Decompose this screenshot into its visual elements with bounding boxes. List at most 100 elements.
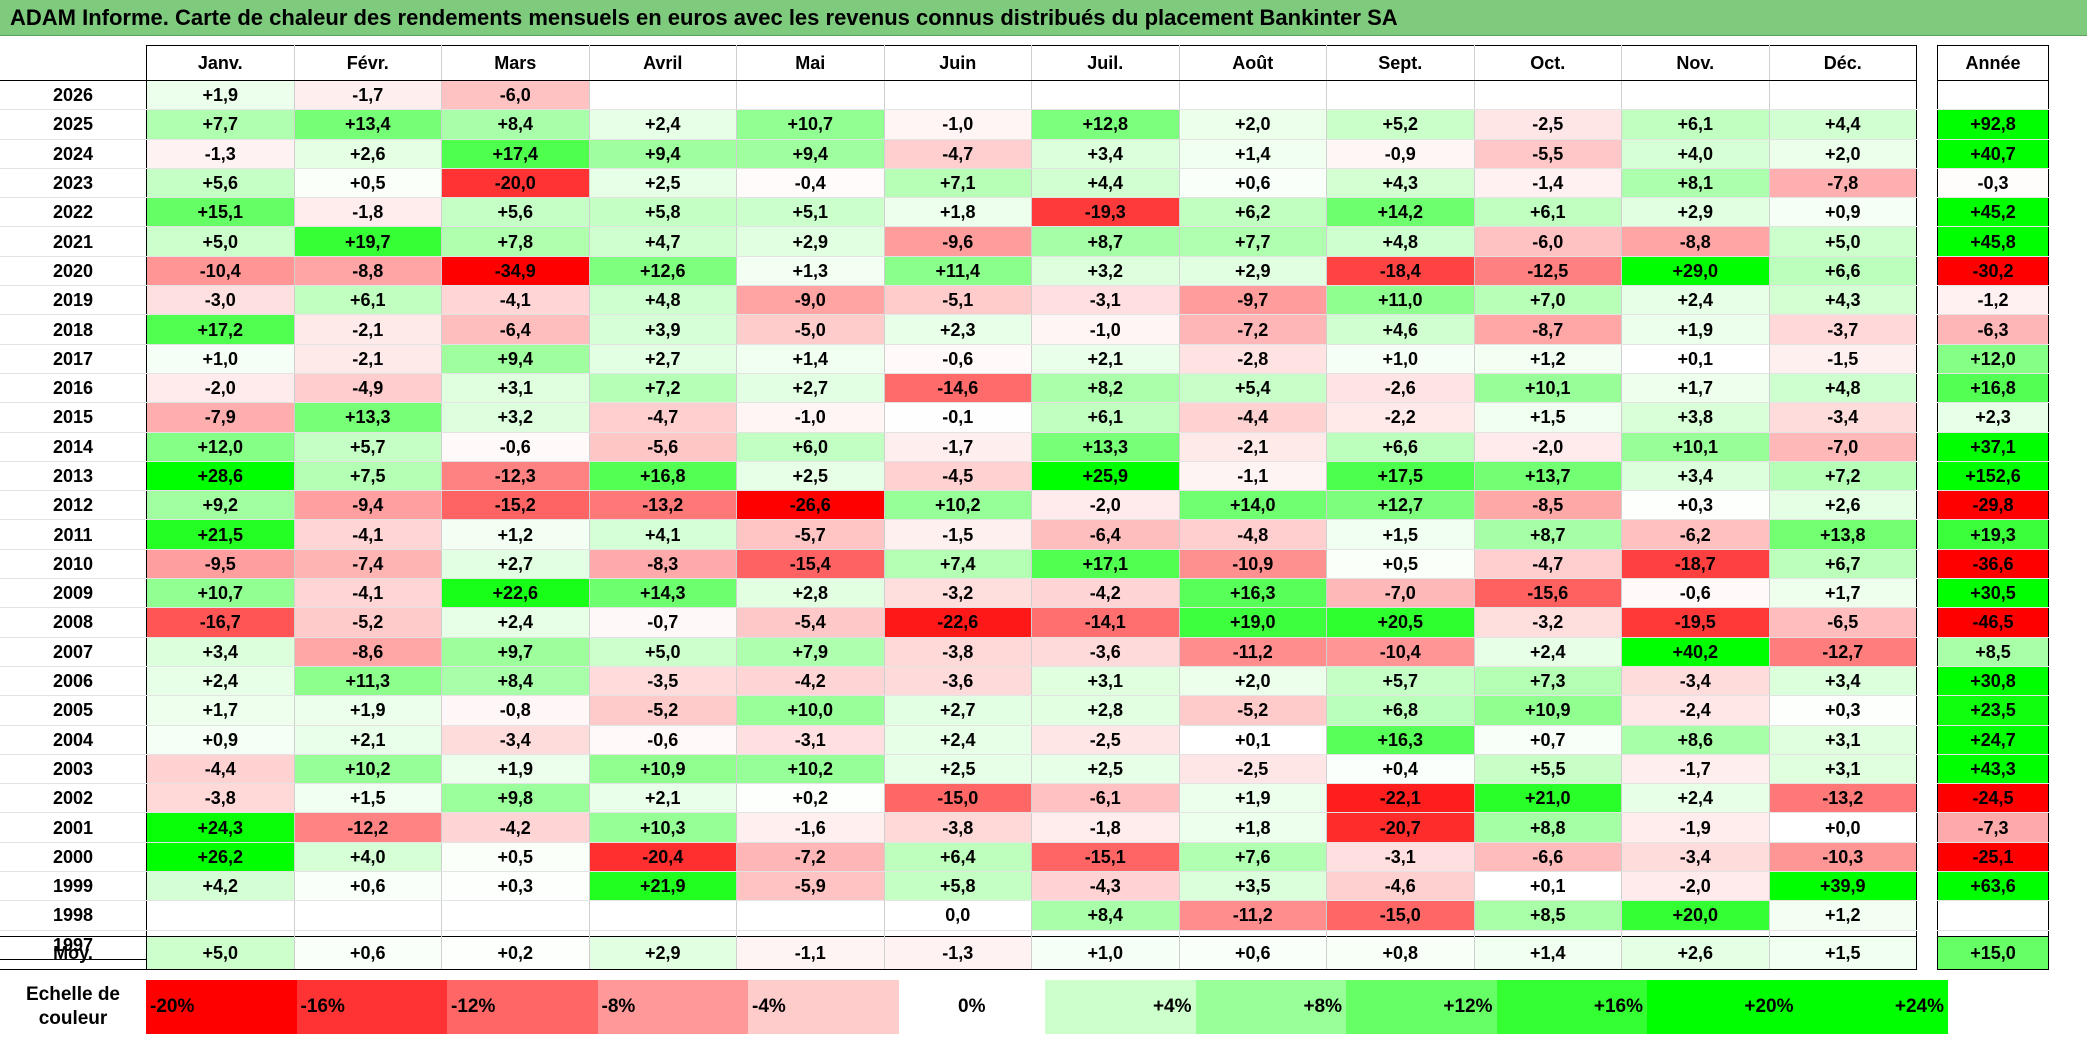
average-row-cells: Moy. +5,0 +0,6 +0,2 +2,9 -1,1 -1,3 +1,0 +0,6 +0,8… [0,936,1917,970]
year-label: 2020 [0,256,147,287]
heatmap-cell: +6,1 [1031,402,1180,433]
heatmap-cell: -15,4 [736,549,885,580]
heatmap-cell: +5,2 [1326,109,1475,140]
annual-cell: +16,8 [1937,373,2049,404]
heatmap-cell: -8,8 [1621,226,1770,257]
heatmap-cell: +40,2 [1621,637,1770,667]
heatmap-cell: +8,5 [1474,900,1622,931]
heatmap-cell: +13,3 [294,402,442,433]
heatmap-cell: -3,2 [884,578,1032,609]
annual-cell: -36,6 [1937,549,2049,580]
heatmap-cell: +7,6 [1179,842,1327,873]
heatmap-cell: +2,4 [589,109,737,140]
heatmap-cell: -5,2 [294,607,442,638]
heatmap-cell: +2,1 [1031,344,1180,374]
heatmap-cell: +4,0 [294,842,442,873]
year-label: 2017 [0,344,147,374]
year-label: 2024 [0,139,147,169]
table-row: 2023 +5,6 +0,5 -20,0 +2,5 -0,4 +7,1 +4,4 +0,6 +4,… [0,168,1917,199]
heatmap-cell: +5,8 [589,197,737,228]
heatmap-cell: -4,1 [294,578,442,609]
heatmap-cell: -3,4 [441,725,590,755]
table-row: 2015 -7,9 +13,3 +3,2 -4,7 -1,0 -0,1 +6,1 -4,4 -2,… [0,402,1917,433]
table-row: 2000 +26,2 +4,0 +0,5 -20,4 -7,2 +6,4 -15,1 +7,6-… [0,842,1917,873]
heatmap-cell: -5,1 [884,285,1032,316]
heatmap-cell: +6,4 [884,842,1032,873]
heatmap-cell: -5,2 [589,695,737,726]
heatmap-cell: +5,4 [1179,373,1327,404]
heatmap-cell: +1,0 [1326,344,1475,374]
year-label: 2018 [0,314,147,345]
table-row: 2003 -4,4 +10,2 +1,9 +10,9 +10,2 +2,5 +2,5 -2,5 +… [0,754,1917,785]
color-scale-stop: +20% [1647,980,1798,1034]
heatmap-cell: +12,7 [1326,490,1475,521]
annual-row: -25,1 [1937,842,2049,873]
table-row: 2017 +1,0 -2,1 +9,4 +2,7 +1,4 -0,6 +2,1 -2,8 +1,0… [0,344,1917,374]
heatmap-cell: +10,9 [589,754,737,785]
heatmap-cell: +0,2 [736,783,885,814]
year-label: 1998 [0,900,147,931]
heatmap-cell: +21,5 [146,519,295,550]
heatmap-cell: -2,1 [294,314,442,345]
heatmap-cell: +2,4 [146,666,295,697]
heatmap-cell: -0,6 [1621,578,1770,609]
heatmap-cell: -2,5 [1179,754,1327,785]
heatmap-cell: +11,4 [884,256,1032,287]
heatmap-cell: +3,5 [1179,871,1327,902]
month-header: Oct. [1474,45,1622,81]
month-header: Nov. [1621,45,1770,81]
year-label: 2004 [0,725,147,755]
annual-cell: -6,3 [1937,314,2049,345]
heatmap-cell: +6,6 [1769,256,1917,287]
annual-row: -46,5 [1937,607,2049,638]
heatmap-cell: +7,2 [589,373,737,404]
annual-row: +8,5 [1937,637,2049,667]
average-cell: +0,2 [441,936,590,970]
heatmap-cell [1474,80,1622,111]
heatmap-cell: +2,7 [441,549,590,580]
year-label: 2016 [0,373,147,404]
heatmap-cell: +6,6 [1326,432,1475,462]
heatmap-cell: +3,2 [441,402,590,433]
heatmap-cell: -8,3 [589,549,737,580]
heatmap-cell: -3,1 [736,725,885,755]
heatmap-cell: +3,1 [1769,754,1917,785]
average-cell: +0,6 [294,936,442,970]
heatmap-cell: -14,1 [1031,607,1180,638]
month-header: Avril [589,45,737,81]
heatmap-cell: +9,4 [736,139,885,169]
month-header: Juin [884,45,1032,81]
table-row: 2022 +15,1 -1,8 +5,6 +5,8 +5,1 +1,8 -19,3 +6,2 +1… [0,197,1917,228]
heatmap-cell: +2,5 [589,168,737,199]
heatmap-cell: +5,1 [736,197,885,228]
average-cell: +1,4 [1474,936,1622,970]
annual-cell: +24,7 [1937,725,2049,755]
heatmap-cell: +20,0 [1621,900,1770,931]
heatmap-cell: -4,4 [146,754,295,785]
heatmap-cell: +17,1 [1031,549,1180,580]
heatmap-cell: +15,1 [146,197,295,228]
annual-cell: +2,3 [1937,402,2049,433]
heatmap-cell: +4,1 [589,519,737,550]
heatmap-cell: +14,0 [1179,490,1327,521]
heatmap-cell: -6,4 [1031,519,1180,550]
heatmap-cell: +7,0 [1474,285,1622,316]
table-row: 2004 +0,9 +2,1 -3,4 -0,6 -3,1 +2,4 -2,5 +0,1 +16,… [0,725,1917,755]
heatmap-cell: -22,6 [884,607,1032,638]
heatmap-cell: +28,6 [146,461,295,492]
heatmap-cell: +3,4 [1769,666,1917,697]
heatmap-cell: +1,5 [1326,519,1475,550]
heatmap-cell: +2,0 [1179,666,1327,697]
heatmap-cell: +3,1 [441,373,590,404]
table-row: 2007 +3,4 -8,6 +9,7 +5,0 +7,9 -3,8 -3,6 -11,2 -10… [0,637,1917,667]
heatmap-cell: +19,7 [294,226,442,257]
year-label: 2008 [0,607,147,638]
heatmap-cell: +29,0 [1621,256,1770,287]
annual-row: +152,6 [1937,461,2049,492]
heatmap-cell [1326,80,1475,111]
heatmap-cell: +2,8 [1031,695,1180,726]
month-header: Mars [441,45,590,81]
average-row: Moy. +5,0 +0,6 +0,2 +2,9 -1,1 -1,3 +1,0 +0,6 +0,8… [0,936,1917,970]
heatmap-cell: +3,2 [1031,256,1180,287]
heatmap-cell: -9,7 [1179,285,1327,316]
